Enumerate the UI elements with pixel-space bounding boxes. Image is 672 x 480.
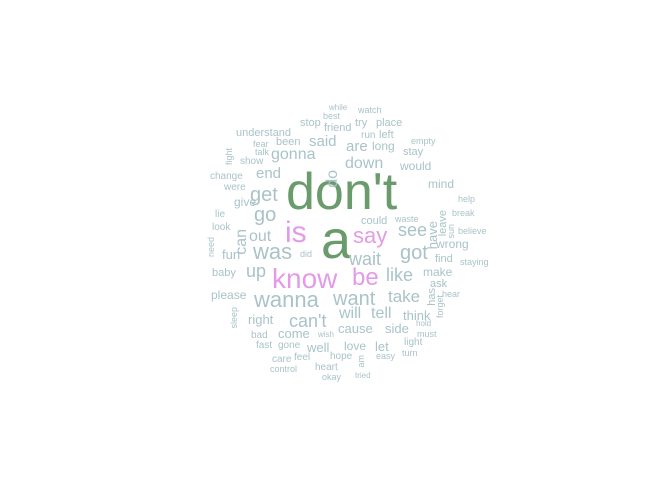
cloud-word: look [212,222,231,233]
cloud-word: gonna [271,146,316,163]
cloud-word: ask [430,278,448,290]
cloud-word: wait [349,249,382,269]
cloud-word: staying [460,257,489,267]
cloud-word: okay [322,372,342,382]
cloud-word: did [300,249,313,259]
cloud-word: run [361,130,376,141]
cloud-word: sun [446,224,456,239]
cloud-word: please [211,288,247,302]
cloud-word: lie [215,209,226,220]
cloud-word: baby [212,267,236,279]
cloud-word: was [253,239,293,264]
cloud-word: must [417,329,437,339]
cloud-word: fight [224,148,234,166]
cloud-word: fear [253,139,269,149]
cloud-word: wanna [254,287,319,312]
cloud-word: hope [330,351,353,362]
cloud-word: don't [286,163,398,221]
cloud-word: talk [255,147,270,157]
cloud-word: well [307,340,330,355]
cloud-word: light [404,337,423,348]
cloud-word: empty [411,136,436,146]
cloud-word: find [435,253,453,265]
cloud-word: do [324,170,341,188]
cloud-word: make [423,265,453,279]
cloud-word: would [400,159,432,173]
cloud-word: let [375,339,389,354]
cloud-word: love [344,339,367,353]
cloud-word: stay [403,146,424,158]
cloud-word: say [353,223,388,248]
cloud-word: am [356,355,366,368]
cloud-word: wish [318,330,335,339]
cloud-word: a [321,210,352,270]
cloud-word: help [458,194,476,204]
cloud-word: left [379,129,394,141]
cloud-word: take [388,287,421,306]
cloud-word: can't [289,311,327,331]
cloud-word: come [278,326,310,341]
cloud-word: out [249,228,272,245]
cloud-word: break [452,208,475,218]
cloud-word: easy [376,351,396,361]
cloud-word: said [309,133,337,150]
cloud-word: while [329,103,348,112]
cloud-word: watch [358,105,382,115]
cloud-word: right [248,312,274,327]
cloud-word: down [345,155,384,172]
cloud-word: control [270,364,298,374]
cloud-word: hold [416,319,432,328]
cloud-word: try [355,117,368,129]
cloud-word: were [224,182,246,193]
cloud-word: place [376,117,403,129]
cloud-word: fast [256,340,273,351]
cloud-word: tell [371,305,392,322]
cloud-word: are [346,138,368,155]
cloud-word: believe [458,226,487,236]
cloud-word: like [386,265,414,285]
cloud-word: hear [442,289,461,299]
cloud-word: is [285,216,307,249]
cloud-word: heart [315,362,338,373]
cloud-word: think [403,308,431,323]
cloud-word: mind [428,177,455,191]
cloud-word: up [246,261,267,281]
cloud-word: could [361,215,388,227]
cloud-word: know [272,263,338,294]
cloud-word: been [276,136,301,148]
cloud-word: sleep [229,307,239,329]
cloud-word: want [333,288,376,310]
cloud-word: give [234,195,257,209]
cloud-word: care [272,354,292,365]
cloud-word: fun [222,247,241,262]
cloud-word: got [400,242,428,264]
cloud-word: bad [251,330,268,341]
cloud-word: wrong [436,237,469,251]
cloud-word: best [323,111,341,121]
cloud-word: need [206,237,216,258]
cloud-word: tried [355,371,371,380]
cloud-word: show [240,156,264,167]
cloud-word: forget [435,295,445,319]
cloud-word: side [385,321,409,336]
cloud-word: go [254,204,277,226]
cloud-word: gone [278,340,301,351]
cloud-word: change [210,171,243,182]
cloud-word: will [339,305,362,322]
cloud-word: get [250,184,278,206]
cloud-word: understand [236,127,292,139]
cloud-word: friend [324,122,352,134]
cloud-word: turn [402,348,418,358]
cloud-word: be [352,264,379,291]
cloud-word: long [372,139,395,153]
cloud-word: waste [395,214,419,224]
cloud-word: cause [338,321,373,336]
cloud-word: stop [300,117,321,129]
cloud-word: end [256,165,282,182]
cloud-word: feel [294,352,311,363]
cloud-word: see [398,220,428,240]
